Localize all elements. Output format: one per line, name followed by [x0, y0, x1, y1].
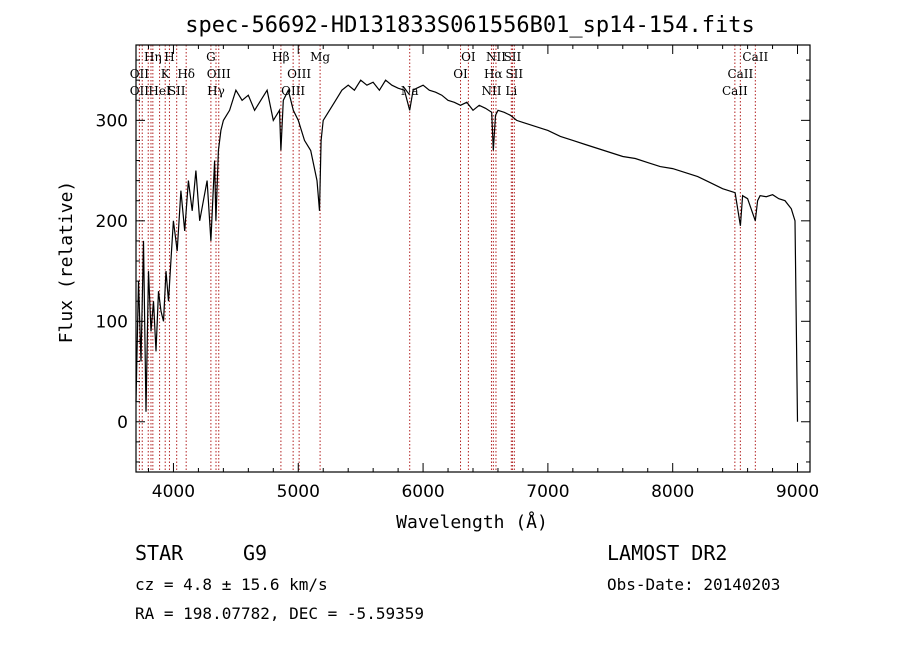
sky-coordinates: RA = 198.07782, DEC = -5.59359 — [135, 604, 424, 623]
x-axis-ticks: 4000 5000 6000 7000 8000 9000 — [147, 45, 819, 502]
chart-title: spec-56692-HD131833S061556B01_sp14-154.f… — [185, 13, 755, 38]
spectral-line-label: OIII — [207, 67, 231, 81]
plot-frame — [135, 44, 811, 473]
spectral-line-label: G — [206, 50, 216, 64]
y-tick-label: 300 — [96, 111, 128, 131]
spectral-line-label: CaII — [742, 50, 768, 64]
spectrum-series-line — [135, 79, 799, 422]
spectral-line-label: CaII — [722, 84, 748, 98]
spectral-line-label: Hβ — [272, 50, 289, 64]
object-type: STAR — [135, 541, 184, 565]
x-tick-label: 7000 — [526, 482, 569, 502]
spectral-line-label: OII — [130, 84, 150, 98]
spectral-line-label: Li — [505, 84, 517, 98]
y-tick-label: 200 — [96, 212, 128, 232]
spectral-line-label: OI — [453, 67, 468, 81]
spectral-line-label: Hδ — [177, 67, 195, 81]
spectral-line-label: NII — [486, 50, 506, 64]
y-axis-ticks: 0 100 200 300 — [96, 59, 810, 463]
object-subclass: G9 — [243, 541, 267, 565]
x-tick-label: 5000 — [277, 482, 320, 502]
spectral-line-label: H — [164, 50, 174, 64]
y-axis-label: Flux (relative) — [56, 181, 77, 344]
x-tick-label: 4000 — [152, 482, 195, 502]
x-axis-label: Wavelength (Å) — [396, 511, 548, 533]
spectral-line-label: Hα — [484, 67, 503, 81]
observation-date: Obs-Date: 20140203 — [607, 575, 780, 594]
y-tick-label: 100 — [96, 312, 128, 332]
spectral-line-label: Hη — [144, 50, 162, 64]
spectral-line-label: CaII — [727, 67, 753, 81]
spectral-line-label: OII — [130, 67, 150, 81]
spectral-line-label: SII — [168, 84, 186, 98]
spectral-line-label: SII — [505, 67, 523, 81]
survey-name: LAMOST DR2 — [607, 541, 727, 565]
spectral-line-label: HeI — [148, 84, 171, 98]
spectral-line-label: Hγ — [207, 84, 225, 98]
spectral-line-label: K — [161, 67, 171, 81]
spectral-line-label: Na — [401, 84, 419, 98]
redshift-cz: cz = 4.8 ± 15.6 km/s — [135, 575, 328, 594]
x-tick-label: 6000 — [401, 482, 444, 502]
x-tick-label: 9000 — [776, 482, 819, 502]
spectral-line-label: NII — [481, 84, 501, 98]
spectral-line-label: Mg — [310, 50, 330, 64]
spectral-line-label: SII — [504, 50, 522, 64]
y-tick-label: 0 — [117, 413, 128, 433]
x-tick-label: 8000 — [651, 482, 694, 502]
spectral-line-label: OI — [461, 50, 476, 64]
spectral-line-label: OIII — [287, 67, 311, 81]
spectral-line-label: OIII — [281, 84, 305, 98]
spectral-line-markers — [138, 45, 756, 472]
